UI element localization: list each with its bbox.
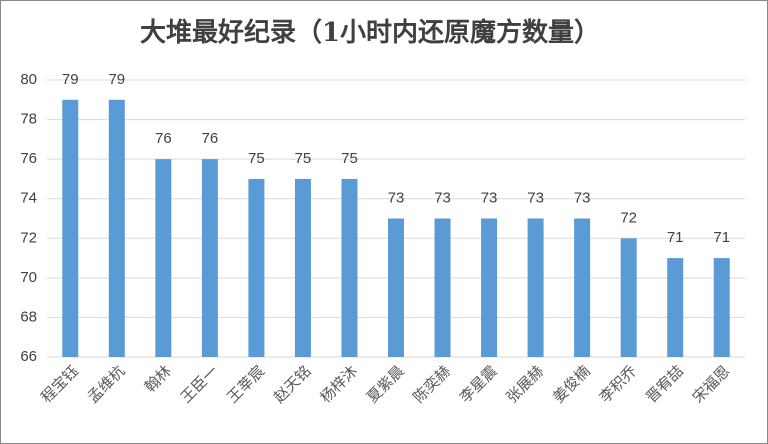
bar: [155, 159, 172, 357]
value-label: 72: [620, 209, 637, 226]
y-tick-label: 76: [20, 150, 37, 167]
bar: [481, 218, 498, 357]
y-tick-label: 78: [20, 111, 37, 128]
bar: [248, 178, 265, 357]
bar: [713, 258, 730, 357]
bar: [667, 258, 684, 357]
value-label: 75: [248, 150, 265, 167]
value-label: 71: [713, 229, 730, 246]
value-label: 71: [667, 229, 684, 246]
bar: [294, 178, 311, 357]
y-tick-label: 72: [20, 229, 37, 246]
bar: [434, 218, 451, 357]
bar: [201, 159, 218, 357]
value-label: 73: [574, 189, 591, 206]
value-label: 79: [108, 71, 125, 88]
y-tick-label: 70: [20, 269, 37, 286]
bar: [527, 218, 544, 357]
y-tick-label: 74: [20, 190, 37, 207]
bar: [388, 218, 404, 357]
value-label: 73: [434, 189, 451, 206]
bar: [108, 99, 125, 358]
chart-title: 大堆最好纪录（1小时内还原魔方数量）: [140, 17, 600, 48]
y-tick-label: 68: [20, 308, 37, 325]
y-tick-label: 66: [20, 348, 37, 365]
value-label: 73: [481, 189, 498, 206]
value-label: 79: [62, 71, 79, 88]
bar: [574, 218, 591, 357]
value-label: 75: [295, 150, 312, 167]
value-label: 73: [388, 189, 405, 206]
value-label: 75: [341, 150, 358, 167]
bar: [62, 99, 79, 358]
value-label: 76: [155, 130, 172, 147]
bar: [620, 238, 637, 357]
value-label: 76: [202, 130, 219, 147]
value-label: 73: [527, 189, 544, 206]
bar: [341, 178, 358, 357]
y-tick-label: 80: [20, 71, 37, 88]
